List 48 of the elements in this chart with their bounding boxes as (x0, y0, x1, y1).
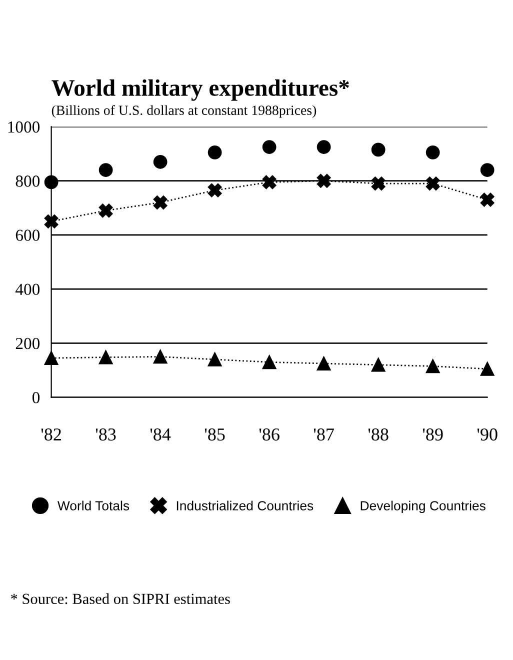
y-tick-label: 1000 (8, 121, 40, 133)
point (44, 351, 58, 366)
legend-label: Developing Countries (360, 500, 486, 514)
point (316, 140, 331, 154)
point (98, 163, 113, 177)
chart-title: World military expenditures* (52, 79, 349, 101)
point (426, 145, 440, 160)
point (316, 174, 331, 188)
point (371, 358, 386, 372)
y-tick-label: 0 (32, 392, 40, 404)
x-tick-label: '89 (422, 428, 443, 441)
x-tick-label: '86 (259, 428, 280, 441)
point (371, 142, 386, 157)
x-tick-label: '88 (368, 428, 388, 441)
point (426, 176, 440, 190)
point (153, 350, 168, 364)
x-tick-label: '84 (150, 428, 171, 441)
point (426, 359, 440, 374)
point (371, 176, 386, 190)
point (480, 192, 494, 207)
x-tick-label: '85 (204, 428, 225, 441)
y-tick-label: 600 (16, 230, 40, 241)
point (44, 175, 58, 190)
point (98, 350, 113, 364)
x-tick-label: '87 (314, 428, 334, 441)
x-tick-label: '90 (477, 428, 498, 441)
x-tick-label: '82 (41, 428, 61, 441)
legend-label: Industrialized Countries (176, 500, 314, 510)
y-tick-label: 800 (16, 176, 40, 187)
legend-label: World Totals (57, 500, 130, 510)
point (98, 204, 113, 218)
x-tick-label: '83 (96, 428, 116, 441)
point (262, 140, 276, 154)
point (208, 352, 222, 366)
y-tick-label: 200 (16, 338, 40, 350)
text: * Source: Based on SIPRI estimates (11, 593, 230, 604)
point (480, 163, 494, 177)
point (153, 196, 168, 210)
point (480, 362, 494, 376)
point (208, 183, 222, 198)
y-tick-label: 400 (16, 284, 40, 296)
point (262, 175, 276, 190)
point (208, 145, 222, 160)
point (44, 214, 58, 228)
chart-subtitle: (Billions of U.S. dollars at constant 1988prices) (52, 105, 316, 118)
point (316, 356, 331, 370)
point (262, 355, 276, 370)
point (153, 154, 168, 169)
